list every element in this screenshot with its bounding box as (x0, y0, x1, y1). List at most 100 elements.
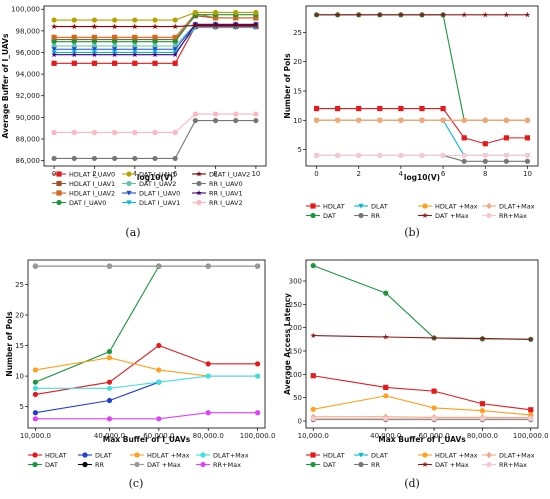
legend: HDLAT DLAT HDLAT +Max DLAT+Max DAT RR DAT +Max… (306, 202, 535, 220)
data-point (212, 111, 219, 117)
plot-frame (305, 259, 539, 429)
data-point (419, 152, 425, 159)
data-point (440, 152, 446, 159)
x-tick-label: 6 (441, 170, 446, 178)
data-point (51, 155, 57, 162)
y-axis-label: Average Buffer of I_UAVs (1, 33, 10, 138)
data-point (152, 17, 158, 23)
legend-swatch-marker (486, 461, 492, 468)
data-point (461, 11, 468, 18)
data-point (91, 155, 98, 162)
legend-swatch-marker (358, 461, 364, 468)
series-rr-max (313, 152, 531, 159)
data-point (205, 361, 211, 367)
legend-swatch-marker (126, 171, 132, 177)
data-point (112, 60, 118, 66)
data-point (131, 23, 138, 30)
data-point (192, 22, 199, 28)
data-point (112, 129, 118, 136)
y-tick-label: 20 (293, 58, 302, 66)
legend-entry: DLAT I_UAV2 (209, 170, 250, 178)
y-tick-label: 5 (298, 146, 302, 154)
data-point (205, 373, 211, 379)
data-point (233, 9, 239, 16)
legend-entry: DLAT+Max (499, 451, 535, 459)
series-line (35, 412, 258, 420)
data-point (32, 416, 39, 422)
data-point (71, 39, 77, 45)
x-tick-label: 4 (399, 170, 404, 178)
data-point (91, 51, 98, 58)
data-point (91, 47, 98, 52)
data-point (376, 11, 383, 18)
data-point (232, 22, 239, 28)
data-point (479, 401, 486, 407)
y-tick-label: 5 (20, 403, 24, 411)
legend-entry: HDLAT +Max (147, 451, 190, 459)
y-tick-label: 25 (293, 29, 302, 37)
panel-caption: (b) (404, 226, 420, 239)
data-point (152, 39, 158, 45)
series-dlat-max (32, 373, 261, 391)
x-tick-label: 10,000.0 (298, 432, 329, 440)
data-point (132, 39, 138, 45)
data-point (91, 39, 98, 45)
series-dat-max (32, 263, 261, 269)
y-tick-label: 150 (289, 348, 302, 356)
series-line (35, 381, 160, 414)
legend-entry: DAT (323, 212, 336, 220)
data-point (156, 367, 162, 373)
data-point (112, 34, 118, 40)
data-point (212, 15, 219, 21)
x-tick-label: 6 (173, 170, 178, 178)
data-point (313, 117, 320, 124)
legend-entry: DLAT (371, 451, 388, 459)
x-tick-label: 8 (213, 170, 217, 178)
series-rr-i-uav0 (51, 117, 259, 162)
series-dlat (313, 118, 531, 159)
data-point (383, 393, 389, 399)
legend-swatch-marker (310, 461, 316, 468)
data-point (131, 51, 138, 58)
series-hdlat (32, 342, 261, 397)
data-point (310, 373, 316, 379)
data-point (212, 117, 219, 124)
legend-entry: RR+Max (213, 461, 241, 469)
data-point (503, 152, 509, 159)
data-point (254, 263, 261, 269)
data-point (313, 11, 320, 18)
x-tick-label: 100,000.0 (240, 432, 276, 440)
legend-swatch-marker (82, 461, 88, 468)
data-point (172, 39, 178, 45)
series-hdlat-max (310, 393, 534, 418)
legend-swatch-marker (196, 180, 202, 187)
legend-entry: HDLAT (45, 451, 67, 459)
data-point (106, 349, 113, 355)
series-line (313, 335, 531, 340)
legend-entry: RR+Max (499, 212, 527, 220)
data-point (106, 385, 113, 391)
legend-entry: DLAT I_UAV0 (139, 189, 180, 197)
data-point (112, 17, 118, 23)
data-point (71, 155, 77, 162)
data-point (91, 17, 98, 23)
data-point (461, 152, 467, 159)
data-point (212, 9, 219, 16)
data-point (132, 129, 138, 136)
legend-swatch-marker (200, 452, 206, 458)
data-point (106, 397, 113, 404)
x-tick-label: 40,000.0 (94, 432, 125, 440)
data-point (356, 152, 362, 159)
legend-entry: DLAT I_UAV1 (139, 199, 180, 207)
data-point (524, 135, 531, 141)
data-point (112, 155, 118, 162)
data-point (32, 379, 39, 385)
data-point (398, 117, 404, 124)
data-point (32, 263, 39, 269)
data-point (524, 11, 531, 18)
panel-caption: (d) (404, 477, 420, 490)
series-dat-max (310, 332, 534, 342)
legend-entry: RR+Max (499, 461, 527, 469)
data-point (528, 407, 534, 413)
data-point (461, 117, 467, 124)
